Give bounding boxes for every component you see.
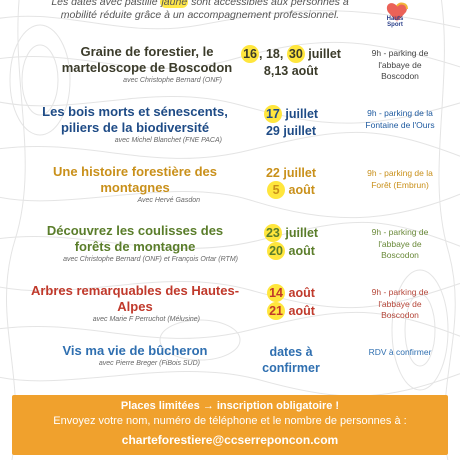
date-text: août: [285, 286, 315, 300]
accessible-date-badge: 21: [267, 302, 286, 320]
date-text: juillet: [304, 47, 341, 61]
event-location: 9h - parking de la Forêt (Embrun): [367, 168, 433, 190]
event-guide: avec Pierre Breger (FiBois SUD): [98, 360, 200, 367]
event-dates-line: 16, 18, 30 juillet: [238, 45, 344, 63]
event-dates-line: dates à: [238, 344, 344, 360]
event-dates: 22 juillet 5 août: [238, 165, 344, 199]
date-text: juillet: [281, 226, 319, 240]
banner-headline: Places limitées → inscription obligatoir…: [120, 400, 340, 412]
event-dates: dates à confirmer: [238, 344, 344, 376]
event-title: Vis ma vie de bûcheron: [62, 343, 208, 358]
event-dates-line: 21 août: [238, 302, 344, 320]
logo-label: Hauts Sport: [386, 16, 404, 28]
event-dates-line: 5 août: [238, 181, 344, 199]
accessible-date-badge: 16: [241, 45, 260, 63]
date-text: juillet: [281, 107, 319, 121]
date-text: août: [285, 304, 315, 318]
event-title: Graine de forestier, le marteloscope de …: [61, 44, 233, 75]
date-text: 22 juillet: [265, 166, 317, 180]
event-location: 9h - parking de l'abbaye de Boscodon: [371, 287, 429, 320]
accessible-date-badge: 14: [267, 284, 286, 302]
intro-highlight-word: jaune: [160, 0, 189, 8]
date-text: 8,13 août: [263, 64, 319, 78]
event-guide: avec Christophe Bernard (ONF) et Françoi…: [63, 256, 238, 263]
event-dates-line: confirmer: [238, 360, 344, 376]
event-dates: 14 août 21 août: [238, 284, 344, 320]
event-title: Découvrez les coulisses des forêts de mo…: [46, 223, 224, 254]
date-text: août: [285, 183, 315, 197]
accessible-date-badge: 30: [286, 45, 305, 63]
registration-banner: Places limitées → inscription obligatoir…: [12, 395, 448, 455]
accessible-date-badge: 5: [267, 181, 286, 199]
intro-line1-end: sont accessibles aux personnes à: [188, 0, 349, 8]
event-dates: 23 juillet 20 août: [238, 224, 344, 260]
event-location: 9h - parking de l'abbaye de Boscodon: [371, 227, 429, 260]
event-guide: avec Michel Blanchet (FNE PACA): [114, 137, 222, 144]
event-location: 9h - parking de la Fontaine de l'Ours: [365, 108, 435, 130]
event-dates-line: 22 juillet: [238, 165, 344, 181]
event-location: 9h - parking de l'abbaye de Boscodon: [371, 48, 429, 81]
intro-line2: mobilité réduite grâce à un accompagneme…: [60, 9, 340, 21]
contact-email-link[interactable]: charteforestiere@ccserreponcon.com: [121, 433, 339, 447]
event-dates: 17 juillet 29 juillet: [238, 105, 344, 139]
event-dates-line: 20 août: [238, 242, 344, 260]
event-dates-line: 8,13 août: [238, 63, 344, 79]
event-dates-line: 17 juillet: [238, 105, 344, 123]
event-title: Arbres remarquables des Hautes-Alpes: [30, 283, 240, 314]
date-text: confirmer: [262, 361, 320, 375]
event-guide: avec Christophe Bernard (ONF): [123, 77, 222, 84]
event-dates-line: 23 juillet: [238, 224, 344, 242]
intro-line1-start: Les dates avec pastille: [51, 0, 161, 8]
event-guide: avec Marie F Perruchot (Mélusine): [92, 316, 200, 323]
event-dates: 16, 18, 30 juillet 8,13 août: [238, 45, 344, 79]
event-dates-line: 14 août: [238, 284, 344, 302]
event-guide: Avec Hervé Gasdon: [137, 197, 200, 204]
accessible-date-badge: 20: [267, 242, 286, 260]
date-text: dates à: [269, 345, 313, 359]
intro-text: Les dates avec pastille jaune sont acces…: [40, 0, 360, 22]
event-location: RDV à confirmer: [368, 347, 432, 357]
hautes-alpes-sport-logo: [386, 2, 408, 34]
accessible-date-badge: 17: [263, 105, 282, 123]
event-title: Les bois morts et sénescents, piliers de…: [42, 104, 228, 135]
banner-instructions: Envoyez votre nom, numéro de téléphone e…: [53, 415, 407, 427]
accessible-date-badge: 23: [263, 224, 282, 242]
event-dates-line: 29 juillet: [238, 123, 344, 139]
date-text: août: [285, 244, 315, 258]
date-text: , 18,: [259, 47, 287, 61]
event-title: Une histoire forestière des montagnes: [53, 164, 217, 195]
date-text: 29 juillet: [265, 124, 317, 138]
